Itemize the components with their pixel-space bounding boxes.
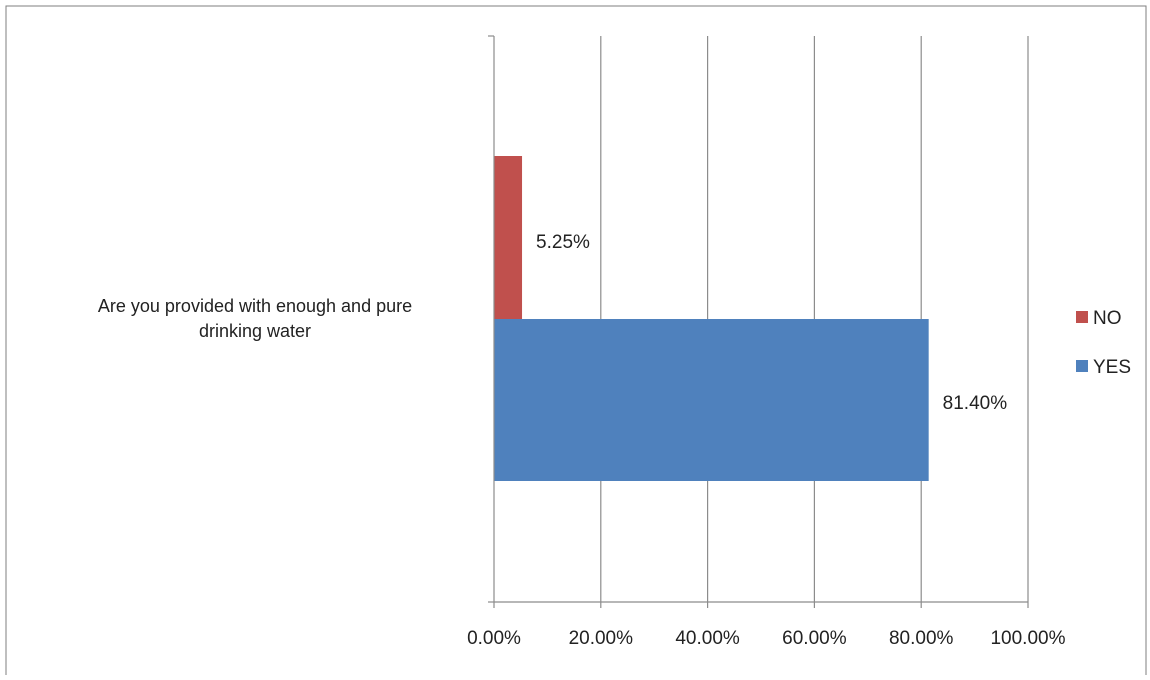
- legend-label-no: NO: [1093, 308, 1122, 329]
- legend: NO YES: [1076, 308, 1131, 378]
- legend-swatch-no: [1076, 311, 1088, 323]
- data-label-yes: 81.40%: [943, 393, 1008, 414]
- data-labels-layer: 81.40% 5.25%: [536, 232, 1007, 414]
- legend-label-yes: YES: [1093, 357, 1131, 378]
- x-tick-label-0: 0.00%: [467, 628, 521, 649]
- legend-swatch-yes: [1076, 360, 1088, 372]
- x-tick-label-3: 60.00%: [782, 628, 847, 649]
- category-label-line-1: Are you provided with enough and pure: [98, 296, 412, 316]
- category-label-line-2: drinking water: [199, 321, 311, 341]
- bar-no: [494, 156, 523, 319]
- chart-border: [5, 5, 1147, 675]
- data-label-no: 5.25%: [536, 232, 590, 253]
- x-tick-label-5: 100.00%: [990, 628, 1065, 649]
- axes-layer: [488, 35, 1029, 608]
- x-tick-label-2: 40.00%: [675, 628, 740, 649]
- x-tick-label-1: 20.00%: [569, 628, 634, 649]
- x-tick-label-4: 80.00%: [889, 628, 954, 649]
- category-label: Are you provided with enough and pure dri…: [98, 296, 412, 341]
- bar-yes: [494, 319, 929, 481]
- bars-layer: [494, 156, 929, 481]
- x-tick-labels: 0.00% 20.00% 40.00% 60.00% 80.00% 100.00%: [467, 628, 1066, 649]
